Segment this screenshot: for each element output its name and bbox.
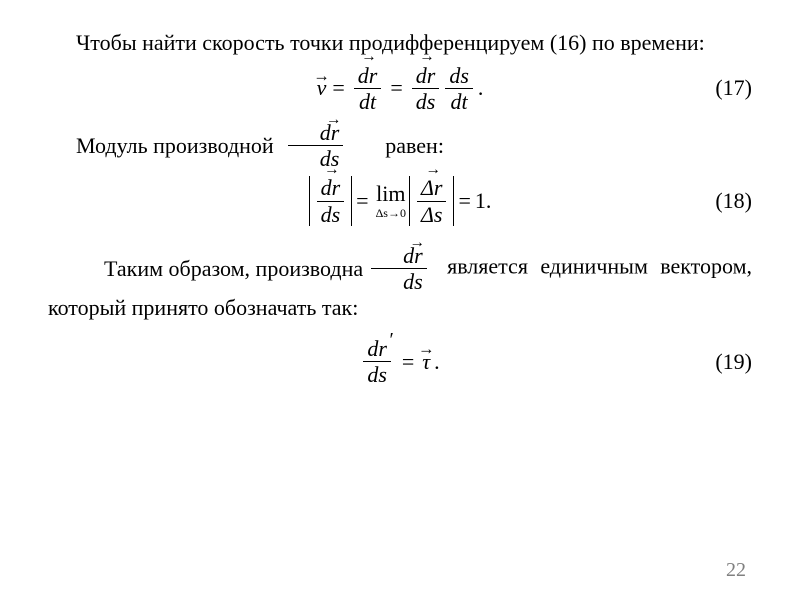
period: . [486, 188, 492, 214]
para3-text-a: Таким образом, производна [76, 254, 363, 284]
paragraph-1: Чтобы найти скорость точки продифференци… [48, 28, 752, 58]
delta-s: Δs [417, 203, 446, 226]
equation-19-row: dr ds = τ . (19) [48, 337, 752, 386]
equation-number-17: (17) [692, 75, 752, 101]
equals-sign: = [390, 75, 402, 101]
ds: ds [371, 270, 427, 293]
dt: dt [355, 90, 380, 113]
tau-vector: τ [422, 349, 430, 375]
ds: ds [317, 203, 345, 226]
dt: dt [447, 90, 472, 113]
equals-sign: = [356, 188, 368, 214]
equals-sign: = [332, 75, 344, 101]
page-number: 22 [726, 559, 746, 582]
page: Чтобы найти скорость точки продифференци… [0, 0, 800, 600]
para2-text-b: равен: [357, 131, 444, 161]
ds: ds [445, 64, 473, 87]
dr-tick: dr [363, 337, 391, 360]
period: . [434, 349, 440, 375]
equation-17: v = dr dt = dr ds ds dt . [108, 64, 692, 113]
equation-17-row: v = dr dt = dr ds ds dt . (17) [48, 64, 752, 113]
inline-fraction-dr-ds-2: dr ds [371, 244, 427, 293]
paragraph-3: Таким образом, производна dr ds является… [48, 244, 752, 323]
abs-Dr-Ds: Δr Δs [409, 176, 454, 226]
ds: ds [412, 90, 440, 113]
dr-vector: dr [288, 121, 344, 144]
paragraph-2: Модуль производной dr ds равен: [48, 121, 752, 170]
para2-text-a: Модуль производной [48, 131, 274, 161]
one: 1 [475, 188, 486, 214]
limit: lim Δs→0 [376, 183, 406, 219]
fraction-dr-ds-19: dr ds [363, 337, 391, 386]
abs-dr-ds: dr ds [309, 176, 353, 226]
equation-number-18: (18) [692, 188, 752, 214]
equals-sign: = [458, 188, 470, 214]
period: . [478, 75, 484, 101]
dr-vector: dr [317, 176, 345, 199]
v-vector: v [317, 75, 327, 101]
fraction-dr-dt: dr dt [354, 64, 382, 113]
fraction-dr-ds: dr ds [412, 64, 440, 113]
equation-number-19: (19) [692, 349, 752, 375]
fraction-ds-dt: ds dt [445, 64, 473, 113]
dr-vector: dr [412, 64, 440, 87]
ds: ds [363, 363, 391, 386]
equation-18-row: dr ds = lim Δs→0 Δr Δs = 1 . (18) [48, 176, 752, 226]
dr-vector: dr [371, 244, 427, 267]
equation-19: dr ds = τ . [108, 337, 692, 386]
equals-sign: = [402, 349, 414, 375]
delta-r-vector: Δr [417, 176, 446, 199]
dr-vector: dr [354, 64, 382, 87]
equation-18: dr ds = lim Δs→0 Δr Δs = 1 . [108, 176, 692, 226]
